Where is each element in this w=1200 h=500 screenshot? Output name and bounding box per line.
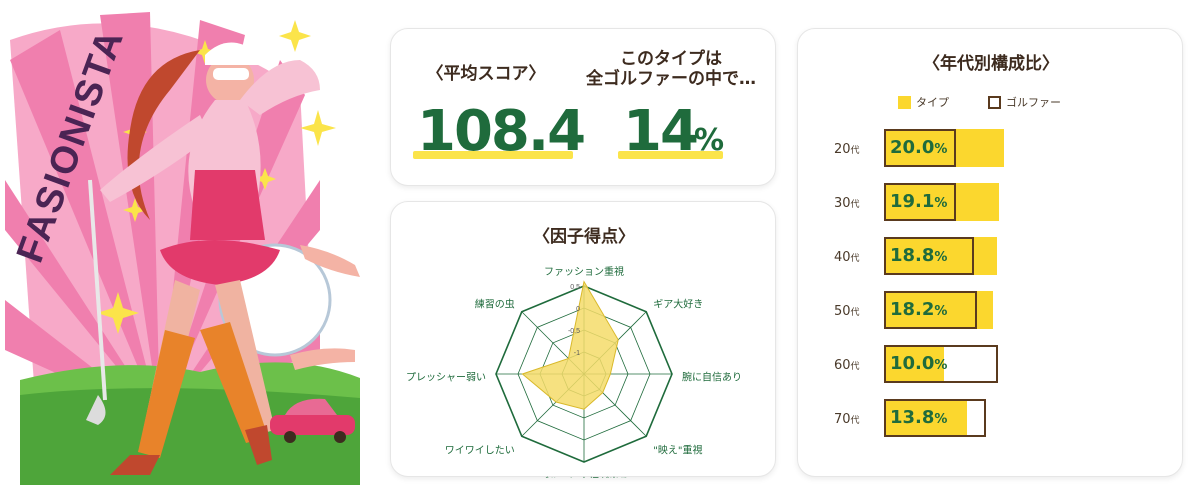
golfer-bar xyxy=(884,237,974,275)
age-row: 60代 10.0% xyxy=(798,345,1184,383)
bar-value-label: 18.8% xyxy=(890,245,948,266)
type-bar xyxy=(884,129,1004,167)
radar-axis-label: 練習の虫 xyxy=(475,298,515,311)
type-bar xyxy=(884,291,994,329)
age-category-label: 70代 xyxy=(834,412,860,427)
age-row: 70代 13.8% xyxy=(798,399,1184,437)
golfer-figure xyxy=(100,42,320,475)
bar-value-label: 20.0% xyxy=(890,137,948,158)
factor-score-heading: 〈因子得点〉 xyxy=(533,227,635,247)
age-row: 40代 18.8% xyxy=(798,237,1184,275)
legend-golfer-label: ゴルファー xyxy=(1006,96,1061,109)
age-row: 20代 20.0% xyxy=(798,129,1184,167)
type-share-heading-line2: 全ゴルファーの中で… xyxy=(586,69,756,89)
radar-axis-label: ゴルフに人柄が出る xyxy=(539,476,629,478)
type-share-highlight xyxy=(618,151,723,159)
radar-axis-label: ワイワイしたい xyxy=(445,444,515,456)
golfer-bar xyxy=(884,291,977,329)
age-row: 50代 18.2% xyxy=(798,291,1184,329)
radar-axis-label: ギア大好き xyxy=(653,298,703,311)
average-score-highlight xyxy=(413,151,573,159)
bar-value-label: 18.2% xyxy=(890,299,948,320)
radar-axis-label: 腕に自信あり xyxy=(682,370,742,383)
radar-axis-label: ファッション重視 xyxy=(544,265,624,278)
radar-tick-label: 0 xyxy=(576,306,580,313)
type-share-unit: % xyxy=(694,123,725,158)
golfer-bar xyxy=(884,399,986,437)
legend-golfer-swatch xyxy=(988,96,1001,109)
legend-type-swatch xyxy=(898,96,911,109)
golfer-bar xyxy=(884,345,998,383)
age-row: 30代 19.1% xyxy=(798,183,1184,221)
golfer-bar xyxy=(884,183,956,221)
age-category-label: 50代 xyxy=(834,304,860,319)
type-bar xyxy=(884,345,944,383)
type-bar xyxy=(884,183,999,221)
bar-value-label: 19.1% xyxy=(890,191,948,212)
type-bar xyxy=(884,237,997,275)
score-card: 〈平均スコア〉 108.4 このタイプは 全ゴルファーの中で… 14 % xyxy=(390,28,776,186)
factor-score-card: 〈因子得点〉 0.5 0 -0.5 -1 ファッション重視ギア大好き腕に自信あり "映え"… xyxy=(390,201,776,478)
age-composition-heading: 〈年代別構成比〉 xyxy=(923,54,1059,74)
age-category-label: 40代 xyxy=(834,250,860,265)
average-score-value: 108.4 xyxy=(417,99,586,164)
radar-axis-label: プレッシャー弱い xyxy=(406,371,486,383)
golf-club xyxy=(88,179,107,401)
type-share-heading: このタイプは 全ゴルファーの中で… xyxy=(571,49,771,89)
fashionista-illustration: FASIONISTA xyxy=(5,12,360,485)
age-category-label: 60代 xyxy=(834,358,860,373)
golfer-bar xyxy=(884,129,956,167)
age-category-label: 20代 xyxy=(834,142,860,157)
bar-value-label: 13.8% xyxy=(890,407,948,428)
type-bar xyxy=(884,399,967,437)
radar-tick-label: 0.5 xyxy=(570,284,580,291)
golf-cart xyxy=(270,398,355,443)
radar-series-area xyxy=(521,280,619,410)
bar-value-label: 10.0% xyxy=(890,353,948,374)
radar-tick-label: -0.5 xyxy=(568,328,580,335)
legend-type-label: タイプ xyxy=(916,96,949,109)
type-share-value: 14 xyxy=(623,99,699,164)
age-composition-card: 〈年代別構成比〉 タイプ ゴルファー 20代 20.0% 30代 19.1% 40代 18… xyxy=(797,28,1183,477)
age-category-label: 30代 xyxy=(834,196,860,211)
type-share-heading-line1: このタイプは xyxy=(620,49,722,69)
radar-tick-label: -1 xyxy=(574,350,580,357)
average-score-heading: 〈平均スコア〉 xyxy=(426,64,546,84)
radar-axis-label: "映え"重視 xyxy=(653,443,702,456)
